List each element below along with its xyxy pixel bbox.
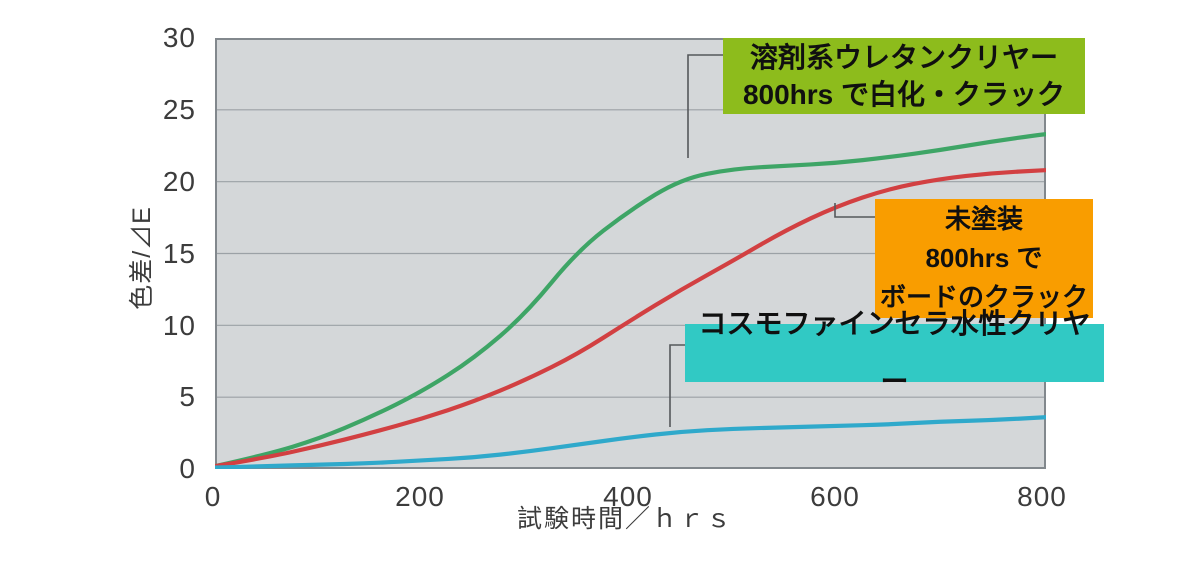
y-tick-15: 15 bbox=[162, 238, 196, 269]
x-tick-0: 0 bbox=[204, 481, 222, 512]
x-tick-600: 600 bbox=[810, 481, 860, 512]
callout-cosmo-fine-cera: コスモファインセラ水性クリヤー bbox=[685, 308, 1104, 397]
y-axis-title: 色差/⊿E bbox=[128, 206, 156, 310]
callout-unpainted-line-2: 800hrs で bbox=[925, 243, 1043, 273]
leader-line-unpainted bbox=[834, 203, 875, 218]
y-tick-20: 20 bbox=[162, 166, 196, 197]
callout-solvent-urethane-line-1: 溶剤系ウレタンクリヤー bbox=[749, 42, 1058, 73]
x-tick-400: 400 bbox=[603, 481, 653, 512]
y-tick-30: 30 bbox=[162, 22, 196, 53]
y-tick-0: 0 bbox=[179, 453, 196, 484]
callout-unpainted-line-3: ボードのクラック bbox=[879, 282, 1088, 312]
x-tick-200: 200 bbox=[395, 481, 445, 512]
y-tick-10: 10 bbox=[162, 310, 196, 341]
x-axis-title: 試験時間／ｈｒｓ bbox=[516, 505, 733, 533]
callout-solvent-urethane: 溶剤系ウレタンクリヤー 800hrs で白化・クラック bbox=[723, 38, 1085, 114]
leader-line-cosmo-fine-cera bbox=[669, 344, 685, 427]
callout-solvent-urethane-line-2: 800hrs で白化・クラック bbox=[742, 79, 1066, 110]
callout-unpainted: 未塗装 800hrs で ボードのクラック bbox=[875, 199, 1093, 318]
callout-unpainted-line-1: 未塗装 bbox=[944, 204, 1023, 234]
leader-line-solvent-urethane bbox=[687, 54, 723, 158]
x-tick-800: 800 bbox=[1017, 481, 1067, 512]
callout-cosmo-fine-cera-line-1: コスモファインセラ水性クリヤー bbox=[698, 308, 1091, 397]
y-tick-25: 25 bbox=[162, 94, 196, 125]
leader-lines bbox=[669, 54, 875, 427]
y-tick-5: 5 bbox=[179, 381, 196, 412]
